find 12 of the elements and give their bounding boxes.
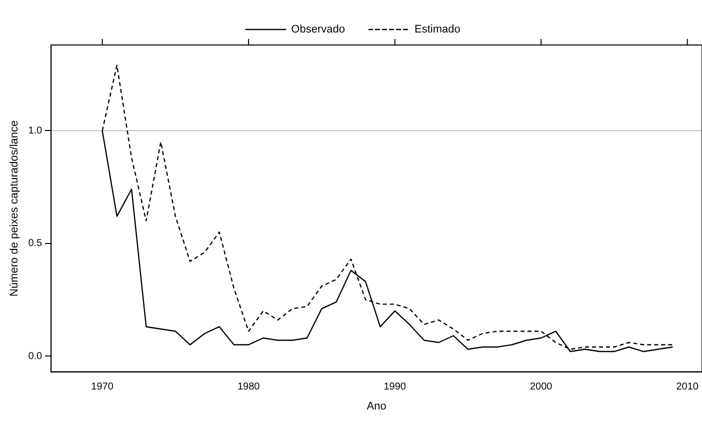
y-axis-title: Número de peixes capturados/lance xyxy=(8,120,21,296)
x-tick-label: 1970 xyxy=(91,382,114,393)
x-axis-title: Ano xyxy=(366,400,386,412)
x-tick-label: 1980 xyxy=(237,382,260,393)
legend-label: Estimado xyxy=(414,24,460,36)
y-tick-label: 0.0 xyxy=(28,350,43,362)
x-tick-label: 2000 xyxy=(530,382,553,393)
y-tick-label: 1.0 xyxy=(28,125,43,136)
x-tick-label: 1990 xyxy=(384,382,406,393)
legend-label: Observado xyxy=(291,24,345,36)
x-tick-label: 2010 xyxy=(676,382,699,393)
y-tick-label: 0.5 xyxy=(28,238,43,250)
